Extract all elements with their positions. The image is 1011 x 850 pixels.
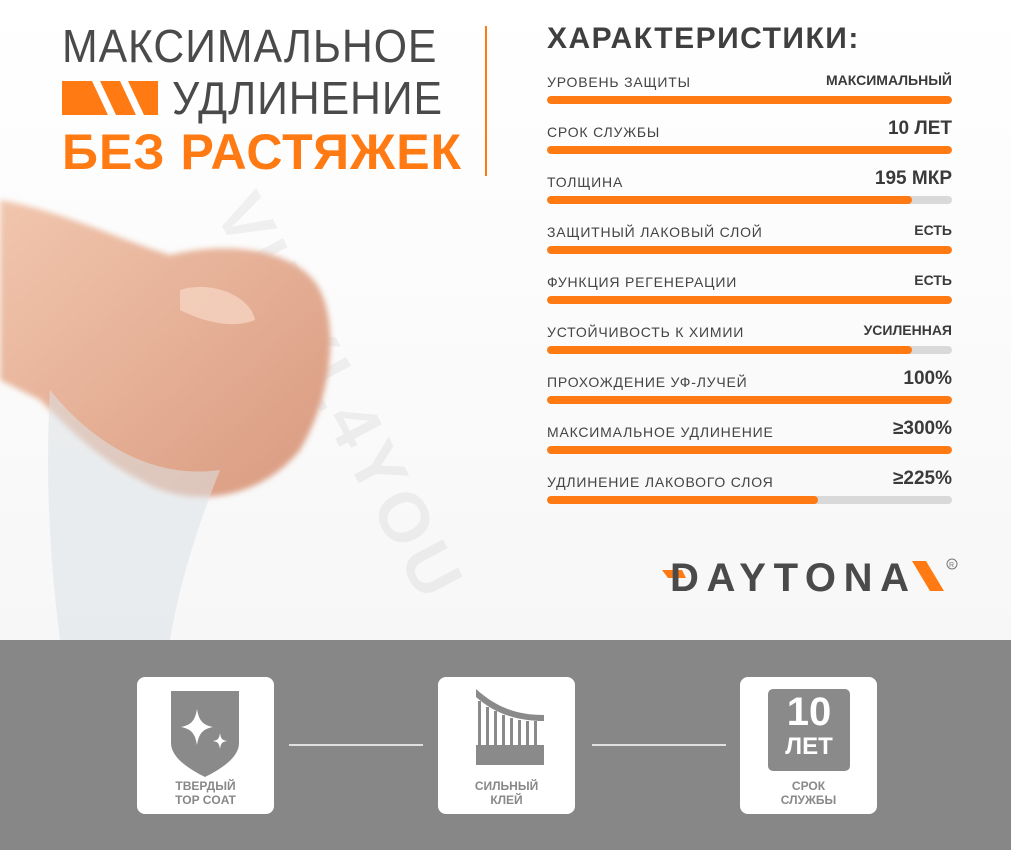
spec-value: ЕСТЬ — [914, 222, 952, 238]
spec-label: СРОК СЛУЖБЫ — [547, 124, 661, 140]
connector-line — [592, 744, 726, 746]
specs-title: ХАРАКТЕРИСТИКИ: — [547, 22, 860, 55]
spec-row: ЗАЩИТНЫЙ ЛАКОВЫЙ СЛОЙ ЕСТЬ — [547, 222, 952, 264]
spec-label: ТОЛЩИНА — [547, 174, 624, 190]
svg-text:R: R — [949, 562, 954, 569]
spec-row: ТОЛЩИНА 195 МКР — [547, 168, 952, 214]
ten-years-icon: 10 ЛЕТ — [768, 689, 850, 771]
spec-bar-fill — [547, 196, 912, 204]
spec-row: УРОВЕНЬ ЗАЩИТЫ МАКСИМАЛЬНЫЙ — [547, 72, 952, 114]
spec-row: ФУНКЦИЯ РЕГЕНЕРАЦИИ ЕСТЬ — [547, 272, 952, 314]
spec-bar-fill — [547, 446, 952, 454]
feature-card-top-coat: ТВЕРДЫЙ TOP COAT — [137, 677, 274, 814]
spec-value: ЕСТЬ — [914, 272, 952, 288]
spec-bar — [547, 396, 952, 404]
spec-value: ≥225% — [892, 468, 952, 489]
spec-value: ≥300% — [892, 418, 952, 439]
feature-caption-2: КЛЕЙ — [490, 793, 523, 807]
spec-label: ПРОХОЖДЕНИЕ УФ-ЛУЧЕЙ — [547, 374, 748, 390]
spec-bar — [547, 96, 952, 104]
spec-label: УДЛИНЕНИЕ ЛАКОВОГО СЛОЯ — [547, 474, 774, 490]
spec-bar — [547, 196, 952, 204]
headline-line-3: БЕЗ РАСТЯЖЕК — [62, 124, 463, 180]
spec-bar-fill — [547, 346, 912, 354]
spec-value: МАКСИМАЛЬНЫЙ — [825, 72, 952, 88]
badge-number: 10 — [786, 690, 832, 734]
headline: МАКСИМАЛЬНОЕ УДЛИНЕНИЕ БЕЗ РАСТЯЖЕК — [62, 20, 482, 180]
feature-card-adhesive: СИЛЬНЫЙ КЛЕЙ — [438, 677, 575, 814]
feature-caption-1: СИЛЬНЫЙ — [474, 779, 539, 793]
spec-label: УСТОЙЧИВОСТЬ К ХИМИИ — [547, 324, 745, 340]
spec-label: УРОВЕНЬ ЗАЩИТЫ — [547, 74, 691, 90]
feature-caption-1: СРОК — [791, 779, 826, 793]
spec-row: ПРОХОЖДЕНИЕ УФ-ЛУЧЕЙ 100% — [547, 368, 952, 414]
spec-bar — [547, 146, 952, 154]
spec-bar — [547, 446, 952, 454]
spec-bar-fill — [547, 296, 952, 304]
headline-line-1: МАКСИМАЛЬНОЕ — [62, 20, 438, 72]
spec-bar — [547, 296, 952, 304]
spec-value: 195 МКР — [874, 168, 952, 189]
divider — [485, 26, 487, 176]
adhesive-icon — [476, 689, 544, 765]
spec-bar — [547, 346, 952, 354]
feature-card-service-life: 10 ЛЕТ СРОК СЛУЖБЫ — [740, 677, 877, 814]
spec-label: МАКСИМАЛЬНОЕ УДЛИНЕНИЕ — [547, 424, 774, 440]
spec-value: 10 ЛЕТ — [887, 118, 952, 139]
spec-bar-fill — [547, 396, 952, 404]
connector-line — [289, 744, 423, 746]
spec-value: УСИЛЕННАЯ — [863, 322, 952, 338]
feature-caption-1: ТВЕРДЫЙ — [175, 779, 236, 793]
headline-line-2: УДЛИНЕНИЕ — [172, 72, 444, 124]
feature-caption-2: TOP COAT — [175, 793, 236, 807]
features-section: ТВЕРДЫЙ TOP COAT СИЛЬНЫЙ КЛЕЙ 10 ЛЕТ СРОК С… — [0, 640, 1011, 850]
spec-bar-fill — [547, 96, 952, 104]
spec-row: УДЛИНЕНИЕ ЛАКОВОГО СЛОЯ ≥225% — [547, 468, 952, 514]
stripes-icon — [62, 81, 158, 115]
feature-caption-2: СЛУЖБЫ — [780, 793, 837, 807]
spec-value: 100% — [903, 368, 952, 389]
shield-sparkle-icon — [171, 691, 239, 777]
svg-text:DAYTONA: DAYTONA — [670, 556, 910, 596]
spec-label: ЗАЩИТНЫЙ ЛАКОВЫЙ СЛОЙ — [547, 224, 763, 240]
spec-row: УСТОЙЧИВОСТЬ К ХИМИИ УСИЛЕННАЯ — [547, 322, 952, 364]
spec-bar-fill — [547, 246, 952, 254]
daytona-logo: DAYTONA R — [662, 556, 958, 596]
spec-bar-fill — [547, 146, 952, 154]
hand-stretching-film-image — [0, 200, 331, 640]
spec-row: СРОК СЛУЖБЫ 10 ЛЕТ — [547, 118, 952, 164]
spec-bar — [547, 496, 952, 504]
spec-bar-fill — [547, 496, 819, 504]
spec-bar — [547, 246, 952, 254]
hero-section: VINYL4YOU МАКСИМАЛЬНОЕ УДЛИНЕНИЕ БЕЗ РАС… — [0, 0, 1011, 640]
badge-unit: ЛЕТ — [785, 733, 833, 760]
spec-label: ФУНКЦИЯ РЕГЕНЕРАЦИИ — [547, 274, 738, 290]
spec-row: МАКСИМАЛЬНОЕ УДЛИНЕНИЕ ≥300% — [547, 418, 952, 464]
